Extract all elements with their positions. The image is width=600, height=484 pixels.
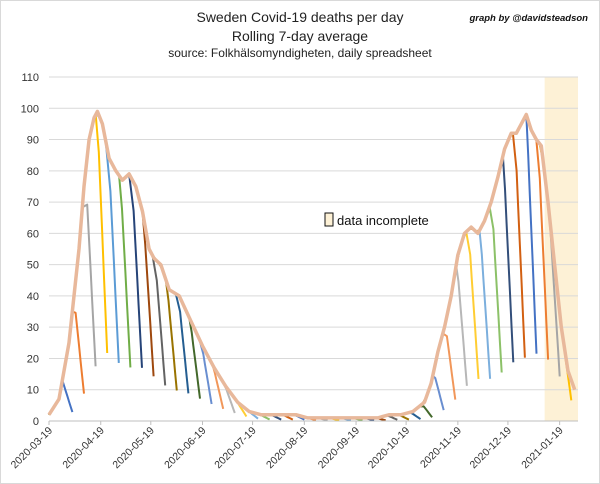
y-tick-label: 30 [27,322,39,334]
x-tick-label: 2020-06-19 [162,425,209,472]
series-line [48,113,526,419]
y-tick-label: 50 [27,260,39,272]
incomplete-legend-label: data incomplete [337,213,429,228]
chart-title: Sweden Covid-19 deaths per day [196,9,404,25]
series-line [48,113,492,419]
y-tick-label: 0 [33,416,39,428]
chart-subtitle: Rolling 7-day average [231,28,369,44]
series-line [48,113,433,419]
x-tick-label: 2020-07-19 [212,425,259,472]
y-tick-label: 70 [27,197,39,209]
y-tick-label: 40 [27,291,39,303]
x-tick-label: 2020-12-19 [468,425,515,472]
incomplete-legend-swatch [324,212,334,227]
series-line [48,113,422,420]
envelope-line [47,109,577,420]
y-tick-label: 60 [27,228,39,240]
series-line [48,113,538,419]
x-tick-label: 2020-10-19 [366,425,413,472]
y-tick-label: 80 [27,166,39,178]
y-tick-label: 20 [27,353,39,365]
series-line [48,113,573,419]
x-tick-label: 2020-03-19 [9,425,56,472]
incomplete-data-shade [544,77,578,421]
x-tick-label: 2020-05-19 [110,425,157,472]
graph-credit: graph by @davidsteadson [469,13,588,24]
series-line [48,113,352,422]
series-line [48,113,515,419]
y-tick-label: 10 [27,385,39,397]
y-tick-label: 90 [27,135,39,147]
x-tick-label: 2020-09-19 [316,425,363,472]
series-line [48,113,340,422]
x-tick-label: 2020-11-19 [418,425,464,471]
series-line [48,113,317,422]
y-tick-label: 110 [21,72,39,84]
series-line [48,113,550,419]
x-tick-label: 2020-04-19 [60,425,107,472]
series-line [48,113,375,422]
series-line [48,113,398,421]
y-tick-label: 100 [21,103,39,115]
chart-source: source: Folkhälsomyndigheten, daily spre… [168,46,432,60]
x-tick-label: 2021-01-19 [519,425,566,472]
x-tick-label: 2020-08-19 [264,425,311,472]
